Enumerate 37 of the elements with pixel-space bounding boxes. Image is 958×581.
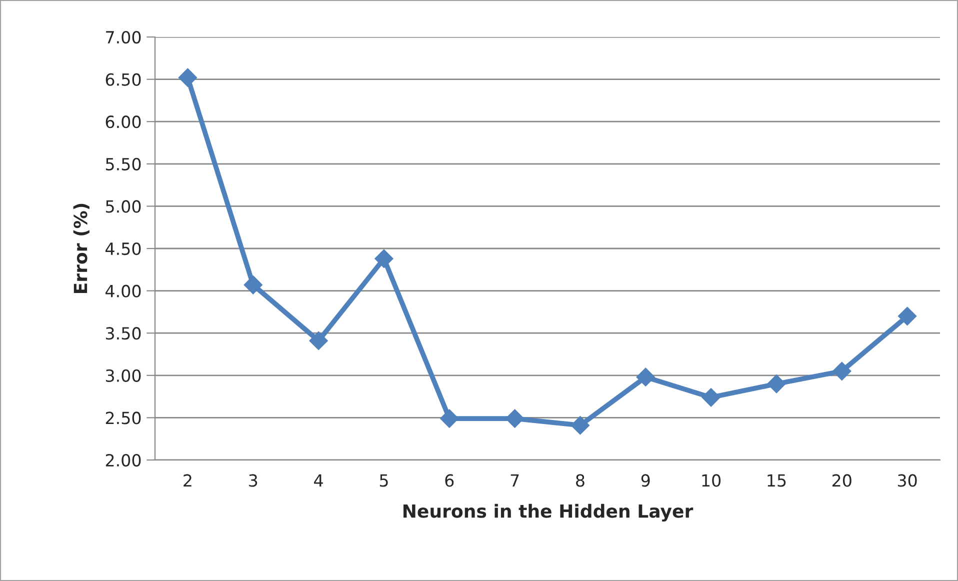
y-tick-label: 6.50: [106, 73, 141, 86]
y-tick-label: 2.50: [106, 412, 141, 424]
y-tick-label: 3.50: [106, 327, 141, 340]
x-tick-label: 15: [768, 474, 786, 487]
y-tick-label: 7.00: [106, 30, 141, 44]
y-tick-label: 5.00: [106, 200, 141, 213]
x-tick-label: 7: [510, 474, 519, 487]
x-tick-label: 3: [249, 474, 258, 487]
y-axis-title: Error (%): [73, 204, 90, 294]
x-tick-label: 4: [314, 474, 323, 487]
point: [505, 409, 524, 428]
point: [767, 374, 786, 394]
x-tick-label: 2: [184, 474, 192, 487]
x-axis-title: Neurons in the Hidden Layer: [403, 504, 694, 522]
x-tick-label: 10: [702, 474, 721, 487]
point: [178, 68, 198, 87]
x-tick-label: 6: [445, 474, 454, 487]
x-tick-label: 20: [832, 474, 852, 487]
y-tick-label: 6.00: [106, 116, 141, 128]
point: [702, 388, 720, 407]
y-tick-label: 4.50: [106, 242, 141, 256]
x-tick-label: 5: [380, 474, 388, 487]
point: [832, 362, 852, 381]
x-tick-label: 9: [641, 474, 650, 487]
y-tick-label: 4.00: [106, 284, 141, 298]
point: [898, 306, 917, 326]
point: [244, 276, 262, 294]
x-tick-label: 8: [576, 474, 584, 487]
point: [636, 368, 655, 386]
y-tick-label: 3.00: [106, 369, 141, 382]
y-tick-label: 2.00: [106, 454, 141, 467]
y-tick-label: 5.50: [106, 158, 141, 170]
point: [570, 416, 590, 435]
point: [374, 249, 394, 268]
point: [440, 409, 459, 428]
x-tick-label: 30: [898, 474, 917, 487]
point: [309, 331, 328, 350]
